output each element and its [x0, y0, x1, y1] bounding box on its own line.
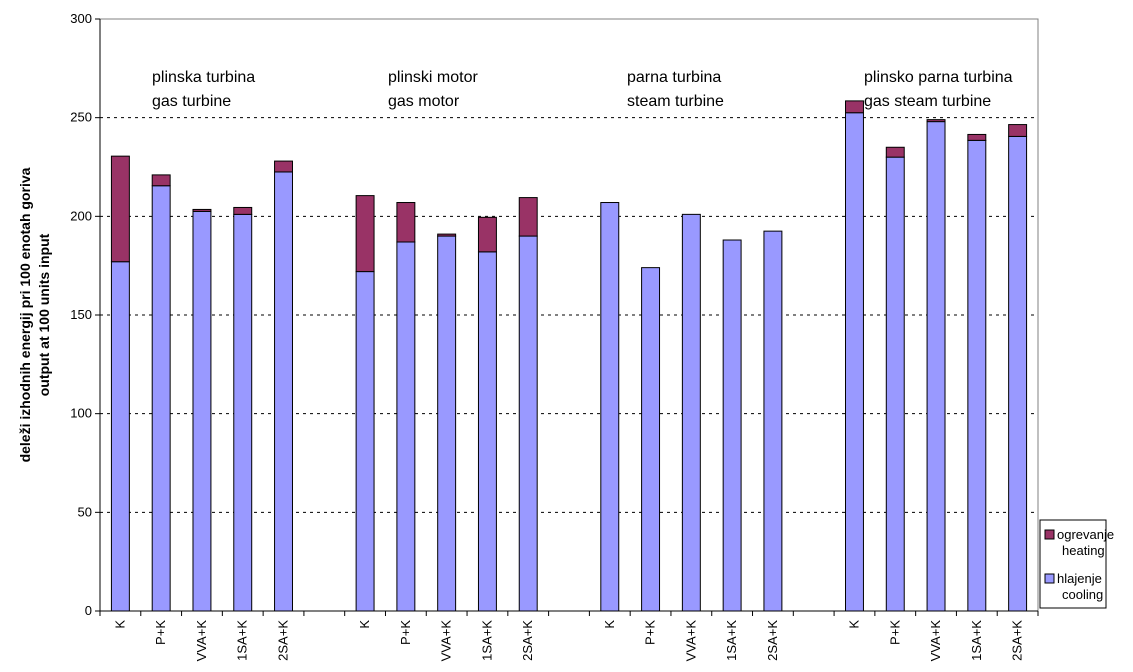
y-tick-label: 150 [70, 307, 92, 322]
y-tick-label: 250 [70, 110, 92, 125]
x-tick-label: 1SA+K [724, 620, 739, 661]
group-label: plinsko parna turbina [864, 69, 1013, 86]
legend-label-cooling: cooling [1062, 587, 1103, 602]
group-label: gas motor [388, 93, 460, 110]
bar-cooling [845, 112, 864, 612]
bar-cooling [437, 235, 457, 612]
group-label: gas turbine [152, 93, 231, 110]
y-axis: 0 50 100 150 200 250 300 [70, 11, 101, 618]
group-label: plinski motor [388, 69, 478, 86]
bar-cooling [926, 121, 946, 612]
x-tick-label: P+K [153, 620, 168, 645]
x-tick-label: K [357, 620, 372, 629]
bar-cooling [885, 156, 905, 612]
bar-cooling [233, 213, 253, 612]
group-label: parna turbina [627, 69, 721, 86]
bar-heating [151, 174, 171, 187]
y-tick-label: 300 [70, 11, 92, 26]
group-label: gas steam turbine [864, 93, 991, 110]
x-tick-label: P+K [887, 620, 902, 645]
x-tick-label: K [846, 620, 861, 629]
bar-cooling [192, 210, 212, 612]
bar-heating [355, 195, 375, 273]
x-tick-label: P+K [398, 620, 413, 645]
bar-cooling [600, 202, 620, 612]
x-tick-label: 1SA+K [969, 620, 984, 661]
x-tick-label: K [602, 620, 617, 629]
x-tick-label: VVA+K [439, 620, 454, 662]
bar-cooling [110, 261, 130, 612]
bar-heating [437, 233, 457, 237]
y-tick-label: 100 [70, 406, 92, 421]
group-label: plinska turbina [152, 69, 255, 86]
bar-heating [477, 216, 497, 253]
legend-swatch-heating [1044, 529, 1055, 540]
legend-label-cooling: hlajenje [1057, 571, 1102, 586]
x-tick-label: 1SA+K [479, 620, 494, 661]
bar-heating [274, 160, 293, 173]
bars [110, 100, 1028, 612]
legend-swatch-cooling [1044, 573, 1055, 584]
x-tick-label: K [112, 620, 127, 629]
bar-heating [233, 206, 253, 215]
bar-heating [396, 202, 416, 243]
y-tick-label: 0 [85, 603, 92, 618]
x-tick-label: 1SA+K [235, 620, 250, 661]
bar-heating [1008, 124, 1028, 137]
x-tick-label: VVA+K [928, 620, 943, 662]
y-axis-label-line: output at 100 units input [36, 233, 52, 396]
y-tick-label: 200 [70, 208, 92, 223]
group-labels: plinska turbina gas turbine plinski motor g… [152, 69, 1013, 110]
legend-label-heating: heating [1062, 543, 1105, 558]
bar-cooling [477, 251, 497, 612]
group-label: steam turbine [627, 93, 724, 110]
y-axis-label: deleži izhodnih energij pri 100 enotah g… [17, 167, 52, 462]
bar-cooling [396, 241, 416, 612]
bar-cooling [967, 139, 987, 612]
bar-cooling [355, 271, 375, 612]
bar-cooling [641, 267, 661, 612]
bar-cooling [763, 230, 783, 612]
bar-cooling [518, 235, 538, 612]
bar-heating [885, 146, 905, 158]
bar-cooling [681, 213, 701, 612]
x-tick-label: 2SA+K [765, 620, 780, 661]
x-tick-label: P+K [643, 620, 658, 645]
bar-heating [845, 100, 864, 114]
x-tick-label: 2SA+K [276, 620, 291, 661]
bar-cooling [722, 239, 742, 612]
bar-heating [192, 208, 212, 212]
bar-heating [926, 119, 946, 123]
bar-cooling [1008, 135, 1028, 612]
bar-cooling [151, 185, 171, 612]
x-tick-label: 2SA+K [1010, 620, 1025, 661]
bar-heating [110, 155, 130, 263]
x-tick-label: 2SA+K [520, 620, 535, 661]
bar-cooling [274, 171, 293, 612]
gridlines [100, 117, 1038, 513]
y-tick-label: 50 [78, 504, 92, 519]
x-axis: K P+K VVA+K 1SA+K 2SA+K K P+K VVA+K 1SA+K 2SA+K K P… [99, 610, 1039, 662]
x-tick-label: VVA+K [683, 620, 698, 662]
legend-label-heating: ogrevanje [1057, 527, 1114, 542]
bar-heating [967, 133, 987, 141]
x-tick-label: VVA+K [194, 620, 209, 662]
bar-heating [518, 197, 538, 237]
y-axis-label-line: deleži izhodnih energij pri 100 enotah g… [17, 167, 33, 462]
